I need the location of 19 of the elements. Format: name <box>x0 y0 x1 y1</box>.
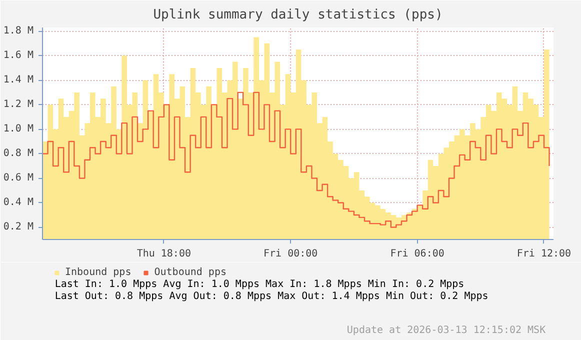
x-tick-label: Fri 06:00 <box>390 248 444 260</box>
y-tick-label: 0.4 M <box>3 197 34 208</box>
text: Update at 2026-03-13 12:15:02 MSK <box>346 325 546 336</box>
text: Last In: 1.0 Mpps Avg In: 1.0 Mpps Max In: 1.8 Mpps Min In: 0.2 Mpps <box>54 279 464 290</box>
x-tick-label: Thu 18:00 <box>136 248 192 260</box>
y-tick-label: 1.2 M <box>3 99 34 110</box>
y-tick-label: 1.6 M <box>3 50 34 62</box>
legend-label: Outbound pps <box>154 267 226 278</box>
y-tick-label: 1.4 M <box>3 74 34 86</box>
text: Last Out: 0.8 Mpps Avg Out: 0.8 Mpps Max Out: 1.4 Mpps Min Out: 0.2 Mpps <box>54 291 488 302</box>
x-tick-label: Fri 00:00 <box>264 248 318 260</box>
chart-title: Uplink summary daily statistics (pps) <box>153 8 443 22</box>
legend-label: Inbound pps <box>65 267 132 278</box>
y-tick-label: 0.2 M <box>3 222 34 233</box>
y-tick-label: 0.6 M <box>3 172 34 184</box>
y-tick-label: 0.8 M <box>3 148 34 160</box>
y-tick-label: 1.8 M <box>3 26 34 37</box>
y-tick-label: 1.0 M <box>3 124 34 135</box>
x-tick-label: Fri 12:00 <box>516 248 572 260</box>
